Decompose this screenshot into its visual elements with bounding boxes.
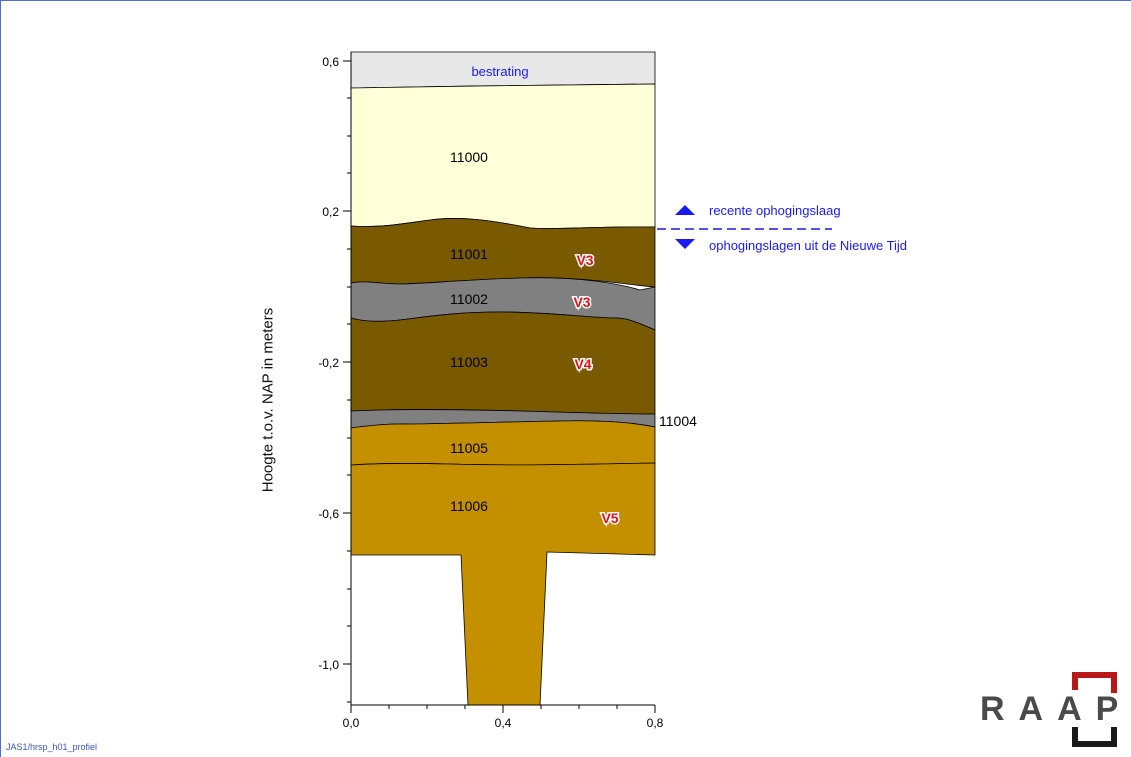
layer-11000 xyxy=(351,84,655,229)
legend-up-label: recente ophogingslaag xyxy=(709,203,841,218)
x-axis-ticks xyxy=(351,705,655,713)
badge-v5-11006: V5 xyxy=(601,510,618,526)
triangle-down-icon xyxy=(675,239,695,249)
badge-v3-11001: V3 xyxy=(576,252,593,268)
x-tick-label: 0,0 xyxy=(343,716,360,730)
y-axis-ticks xyxy=(343,61,351,702)
x-tick-label: 0,8 xyxy=(647,716,664,730)
y-tick-label: 0,6 xyxy=(322,55,339,69)
footer-code: JAS1/hrsp_h01_profiel xyxy=(6,742,97,752)
badge-v3-11002: V3 xyxy=(573,294,590,310)
layer-11005 xyxy=(351,421,655,465)
y-tick-label: -0,2 xyxy=(318,356,339,370)
y-tick-label: -1,0 xyxy=(318,658,339,672)
layer-label-bestrating: bestrating xyxy=(471,64,528,79)
layer-11006 xyxy=(351,463,655,705)
layer-label-11006: 11006 xyxy=(450,498,488,514)
y-tick-label: 0,2 xyxy=(322,205,339,219)
layer-label-11002: 11002 xyxy=(450,291,488,307)
raap-logo: RAAP xyxy=(980,690,1131,729)
triangle-up-icon xyxy=(675,205,695,215)
legend-down-label: ophogingslagen uit de Nieuwe Tijd xyxy=(709,238,907,253)
layer-11003 xyxy=(351,312,655,414)
layer-label-11003: 11003 xyxy=(450,354,488,370)
y-axis-title: Hoogte t.o.v. NAP in meters xyxy=(260,308,277,493)
layer-label-11001: 11001 xyxy=(450,246,488,262)
x-tick-label: 0,4 xyxy=(495,716,512,730)
layer-11001 xyxy=(351,218,655,287)
badge-v4-11003: V4 xyxy=(574,356,591,372)
layer-label-11000: 11000 xyxy=(450,149,488,165)
layer-label-11005: 11005 xyxy=(450,440,488,456)
layer-label-11004: 11004 xyxy=(659,413,697,429)
y-tick-label: -0,6 xyxy=(318,507,339,521)
